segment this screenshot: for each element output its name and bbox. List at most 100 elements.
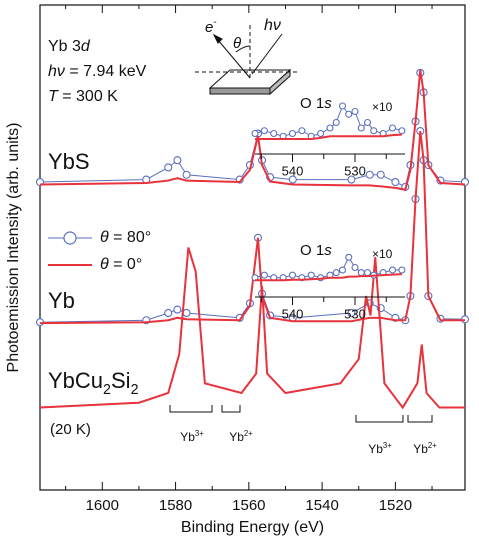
temperature-label-part: = 300 K — [58, 88, 118, 105]
inset-label-part: O 1 — [300, 95, 324, 112]
data-point — [347, 308, 356, 318]
data-point — [173, 305, 182, 314]
x-tick-label: 1560 — [232, 497, 265, 514]
legend-label-part: θ — [100, 229, 109, 246]
inset-label: O 1s — [300, 242, 332, 259]
data-point — [365, 170, 374, 179]
edge-label-part: Yb 3 — [48, 38, 81, 55]
peak-label-part: 2+ — [428, 441, 437, 450]
inset-scale: ×10 — [372, 100, 393, 114]
legend-label-part: θ — [100, 256, 109, 273]
x-tick-label: 1520 — [379, 497, 412, 514]
data-point — [164, 163, 173, 172]
edge-label: Yb 3d — [48, 38, 91, 55]
peak-label: Yb2+ — [229, 429, 253, 445]
peak-label-part: 3+ — [383, 441, 392, 450]
light-label-part: ν — [273, 17, 281, 34]
data-point — [388, 266, 397, 274]
temperature-label-part: T — [48, 88, 59, 105]
data-point — [288, 271, 297, 279]
plot-frame — [39, 4, 466, 491]
sample-label: YbCu2Si2 — [48, 368, 139, 398]
data-point — [332, 118, 340, 127]
data-point — [270, 129, 278, 138]
angle-label: θ — [233, 35, 241, 52]
x-tick-label: 1580 — [159, 497, 192, 514]
x-tick-label: 1600 — [86, 497, 119, 514]
series-line — [39, 247, 465, 410]
inset-tick-label: 530 — [344, 163, 366, 178]
inset-label-part: O 1 — [300, 242, 324, 259]
sample-label-part: 2 — [131, 382, 139, 398]
data-point — [345, 253, 353, 261]
legend-label-part: = 80° — [109, 229, 151, 246]
series-line — [39, 69, 466, 191]
sample-temperature: (20 K) — [50, 421, 91, 438]
data-point — [363, 269, 372, 277]
peak-label: Yb3+ — [180, 429, 204, 445]
data-point — [357, 124, 365, 132]
data-point — [251, 129, 259, 138]
geometry-sketch — [195, 22, 300, 96]
photon-label-part: = 7.94 keV — [65, 63, 147, 80]
data-point — [338, 102, 347, 110]
peak-label-part: Yb — [229, 430, 244, 444]
light-label-part: h — [264, 17, 273, 34]
peak-label-part: 3+ — [195, 429, 204, 438]
inset-tick-label: 540 — [282, 163, 304, 178]
data-point — [376, 170, 385, 179]
data-point — [182, 170, 191, 179]
y-axis-title: Photoemission Intensity (arb. units) — [5, 123, 22, 373]
data-point — [182, 308, 191, 318]
data-point — [391, 177, 400, 187]
sample-label-part: 2 — [103, 382, 111, 398]
data-point — [370, 127, 378, 135]
sample-label: YbS — [48, 149, 90, 174]
data-point — [357, 269, 365, 277]
sample-label-part: YbCu — [48, 368, 103, 393]
electron-label-part: e — [205, 19, 213, 36]
data-point — [298, 127, 306, 135]
data-point — [317, 129, 325, 138]
photon-label-part: h — [48, 63, 57, 80]
peak-label-part: Yb — [368, 442, 383, 456]
photon-label-part: ν — [57, 63, 65, 80]
peak-label-part: Yb — [180, 430, 195, 444]
peak-label-part: Yb — [413, 442, 428, 456]
inset-label: O 1s — [300, 95, 332, 112]
series-line — [255, 273, 402, 282]
data-point — [260, 271, 268, 279]
data-point — [164, 308, 173, 318]
legend-label: θ = 0° — [100, 256, 142, 273]
electron-label: e- — [205, 17, 217, 36]
electron-label-part: - — [213, 17, 216, 28]
data-point — [288, 129, 297, 138]
legend-label: θ = 80° — [100, 229, 151, 246]
data-point — [363, 118, 372, 127]
data-point — [398, 127, 406, 135]
data-point — [398, 266, 406, 274]
series-line — [255, 133, 402, 140]
light-label: hν — [264, 17, 281, 34]
photon-label: hν = 7.94 keV — [48, 63, 147, 80]
legend-label-part: = 0° — [109, 256, 143, 273]
data-point — [388, 124, 397, 132]
data-point — [345, 110, 353, 118]
edge-label-part: d — [81, 38, 91, 55]
peak-label: Yb2+ — [413, 441, 437, 457]
x-tick-label: 1540 — [305, 497, 338, 514]
data-point — [326, 124, 334, 132]
data-point — [307, 271, 315, 279]
data-point — [288, 175, 297, 184]
legend-marker — [63, 231, 77, 245]
data-point — [347, 175, 356, 184]
inset-label-part: s — [324, 242, 332, 259]
peak-label: Yb3+ — [368, 441, 392, 457]
series-line — [39, 130, 465, 325]
inset-scale: ×10 — [372, 247, 393, 261]
inset-tick-label: 530 — [344, 306, 366, 321]
inset-tick-label: 540 — [282, 306, 304, 321]
sample-label-part: Si — [111, 368, 131, 393]
sample-label: Yb — [48, 288, 75, 313]
